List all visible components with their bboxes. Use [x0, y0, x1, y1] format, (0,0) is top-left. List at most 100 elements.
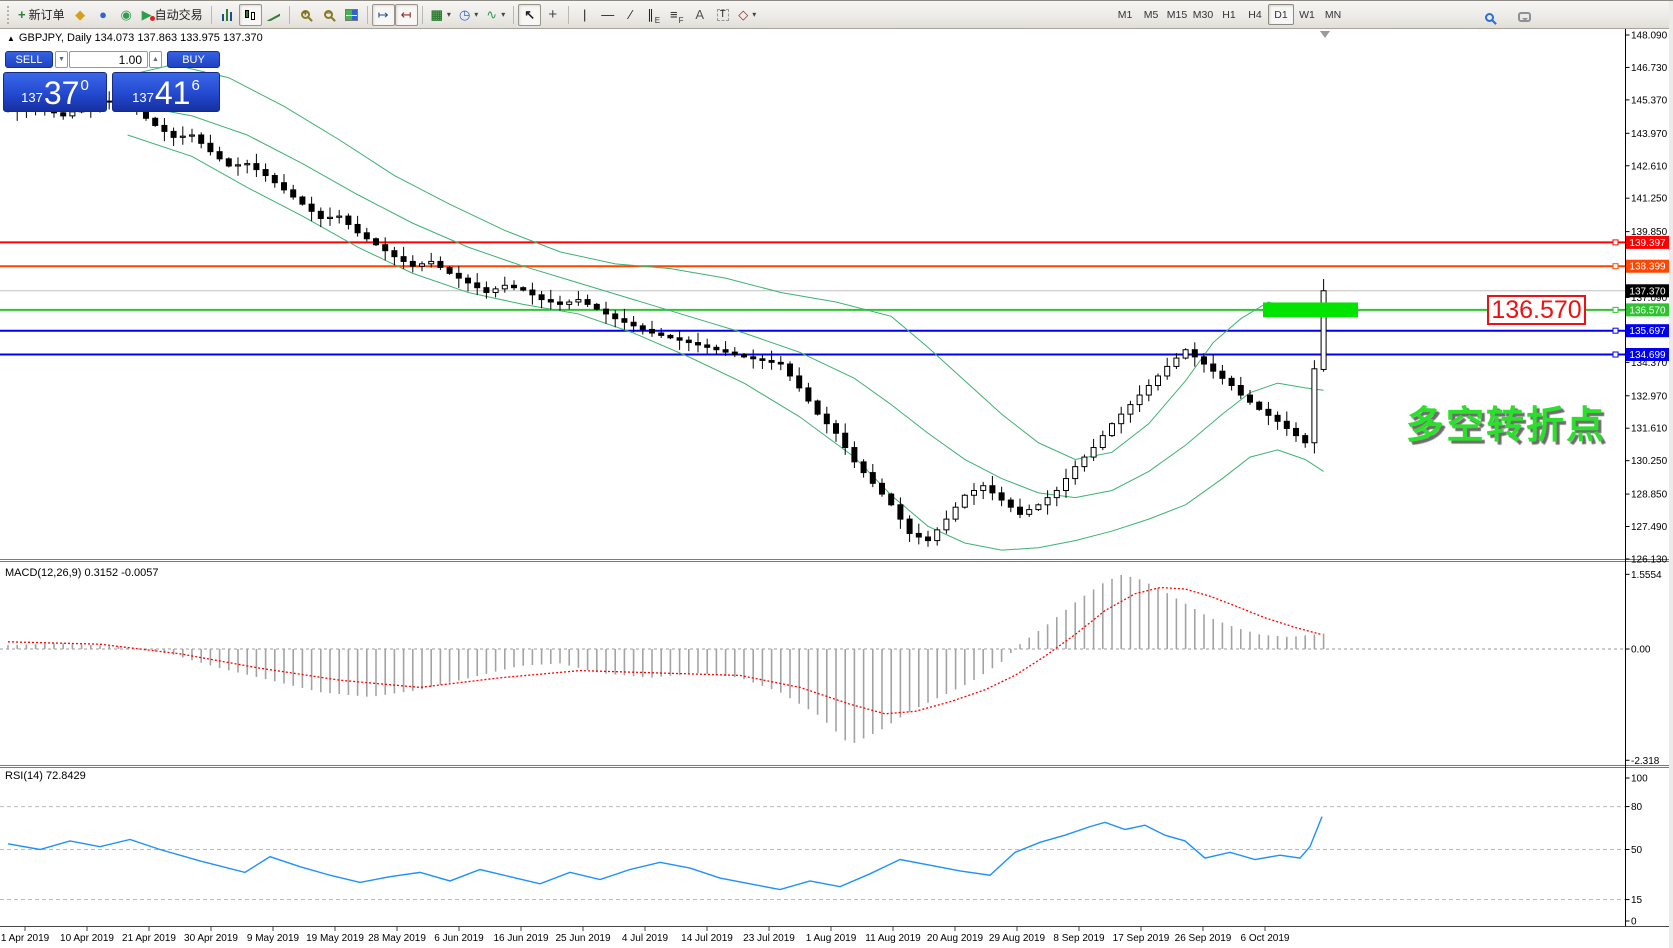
- timeframe-button-h4[interactable]: H4: [1248, 8, 1262, 21]
- toolbar-grip[interactable]: [6, 5, 11, 24]
- horizontal-line-button[interactable]: —: [596, 4, 619, 26]
- sell-price-big: 37: [43, 75, 80, 111]
- level-handle[interactable]: [1612, 263, 1619, 270]
- candle-body: [1283, 420, 1290, 429]
- candle-body: [179, 135, 186, 138]
- candle-body: [1155, 375, 1161, 387]
- date-label: 17 Sep 2019: [1113, 933, 1170, 944]
- candle-body: [833, 423, 839, 434]
- level-handle[interactable]: [1612, 306, 1619, 313]
- candle-body: [566, 301, 573, 305]
- candle-body: [1026, 509, 1033, 515]
- arrows-tool-button[interactable]: ◇ ▾: [734, 4, 760, 26]
- dropdown-caret-icon: ▾: [474, 10, 479, 19]
- highlight-rectangle[interactable]: [1263, 302, 1358, 318]
- timeframe-button-w1[interactable]: W1: [1299, 8, 1315, 21]
- trendline-button[interactable]: ∕: [619, 4, 642, 26]
- timeframe-button-m15[interactable]: M15: [1166, 8, 1188, 21]
- candle-body: [1210, 363, 1217, 372]
- buy-price-box[interactable]: 137 41 6: [112, 72, 220, 112]
- candle-body: [419, 263, 425, 267]
- candle-body: [474, 282, 481, 289]
- level-handle[interactable]: [1612, 327, 1619, 334]
- chart-shift-marker-icon[interactable]: [1320, 31, 1330, 38]
- volume-decrease-button[interactable]: ▼: [55, 51, 68, 68]
- bar-chart-icon: [221, 8, 233, 21]
- price-callout-label[interactable]: 136.570: [1487, 295, 1586, 325]
- chart-annotation-text[interactable]: 多空转折点: [1406, 405, 1607, 447]
- sell-price-box[interactable]: 137 37 0: [3, 72, 107, 112]
- macd-indicator-label: MACD(12,26,9) 0.3152 -0.0057: [5, 567, 159, 579]
- channel-letter: E: [654, 15, 661, 25]
- rsi-indicator-label: RSI(14) 72.8429: [5, 770, 86, 782]
- candle-body: [455, 272, 462, 279]
- rsi-tick-label: 80: [1631, 802, 1643, 813]
- price-tick-label: 142.610: [1631, 161, 1668, 172]
- rsi-tick-label: 15: [1631, 895, 1643, 906]
- price-tick-label: 130.250: [1631, 456, 1668, 467]
- candle-body: [207, 142, 214, 153]
- chart-shift-button[interactable]: ↤: [394, 3, 418, 26]
- indicators-button[interactable]: ∿ ▾: [482, 4, 509, 26]
- sell-price-pip: 0: [80, 77, 89, 94]
- crosshair-icon: +: [548, 6, 558, 23]
- crosshair-button[interactable]: +: [541, 4, 564, 26]
- zoom-out-button[interactable]: −: [317, 4, 340, 26]
- candle-body: [483, 287, 490, 293]
- volume-input[interactable]: [69, 51, 148, 68]
- tile-windows-button[interactable]: [340, 4, 363, 26]
- level-price-badge-text: 134.699: [1629, 350, 1666, 361]
- timeframe-button-d1[interactable]: D1: [1268, 4, 1294, 25]
- candle-body: [1164, 365, 1171, 377]
- new-order-button[interactable]: + 新订单: [14, 4, 69, 26]
- text-label-icon: T: [716, 8, 729, 21]
- candle-body: [225, 158, 232, 167]
- level-handle[interactable]: [1612, 239, 1619, 246]
- search-button[interactable]: [1478, 6, 1501, 28]
- new-chart-button[interactable]: ▦ ▾: [427, 4, 455, 26]
- sell-button[interactable]: SELL: [5, 51, 53, 68]
- auto-scroll-button[interactable]: ↦: [371, 3, 395, 26]
- level-price-badge: [1626, 235, 1669, 249]
- candle-body: [409, 260, 416, 267]
- alerts-button[interactable]: ◆: [69, 4, 92, 26]
- one-click-collapse-icon[interactable]: ▲: [7, 33, 15, 43]
- volume-increase-button[interactable]: ▲: [149, 51, 162, 68]
- toolbar-separator: [421, 5, 423, 24]
- toolbar: + 新订单 ◆ ● ◉ ▶ 自动交易 + − ↦ ↤ ▦ ▾ ◷ ▾: [0, 1, 1673, 29]
- zoom-in-button[interactable]: +: [294, 4, 317, 26]
- timeframe-button-h1[interactable]: H1: [1222, 8, 1236, 21]
- candle-body: [731, 351, 738, 355]
- auto-trading-button[interactable]: ▶ 自动交易: [138, 4, 207, 26]
- candle-body: [823, 413, 830, 425]
- text-icon: A: [695, 7, 705, 22]
- candle-body: [649, 328, 655, 334]
- candle-body: [336, 215, 343, 218]
- fibonacci-button[interactable]: ≡ F: [665, 4, 688, 26]
- timeframe-button-mn[interactable]: MN: [1324, 8, 1342, 21]
- timeframe-button-m30[interactable]: M30: [1192, 8, 1214, 21]
- text-label-button[interactable]: T: [711, 4, 734, 26]
- bar-chart-button[interactable]: [216, 4, 239, 26]
- experts-button[interactable]: ●: [92, 4, 115, 26]
- candlestick-chart-button[interactable]: [238, 3, 262, 26]
- period-clock-button[interactable]: ◷ ▾: [455, 4, 482, 26]
- date-label: 28 May 2019: [368, 933, 426, 944]
- cursor-button[interactable]: ↖: [518, 3, 542, 26]
- timeframe-button-m1[interactable]: M1: [1117, 8, 1133, 21]
- community-chat-button[interactable]: [1513, 6, 1536, 28]
- vertical-line-button[interactable]: |: [573, 4, 596, 26]
- candle-body: [888, 493, 895, 506]
- text-button[interactable]: A: [688, 4, 711, 26]
- candle-body: [1136, 394, 1143, 406]
- channel-button[interactable]: ∥ E: [642, 4, 665, 26]
- candle-body: [198, 134, 205, 144]
- buy-button[interactable]: BUY: [167, 51, 220, 68]
- timeframe-button-m5[interactable]: M5: [1143, 8, 1159, 21]
- candle-body: [713, 346, 720, 351]
- candle-body: [1035, 504, 1042, 511]
- signals-button[interactable]: ◉: [115, 4, 138, 26]
- alert-icon: ◆: [75, 7, 86, 22]
- level-handle[interactable]: [1612, 351, 1619, 358]
